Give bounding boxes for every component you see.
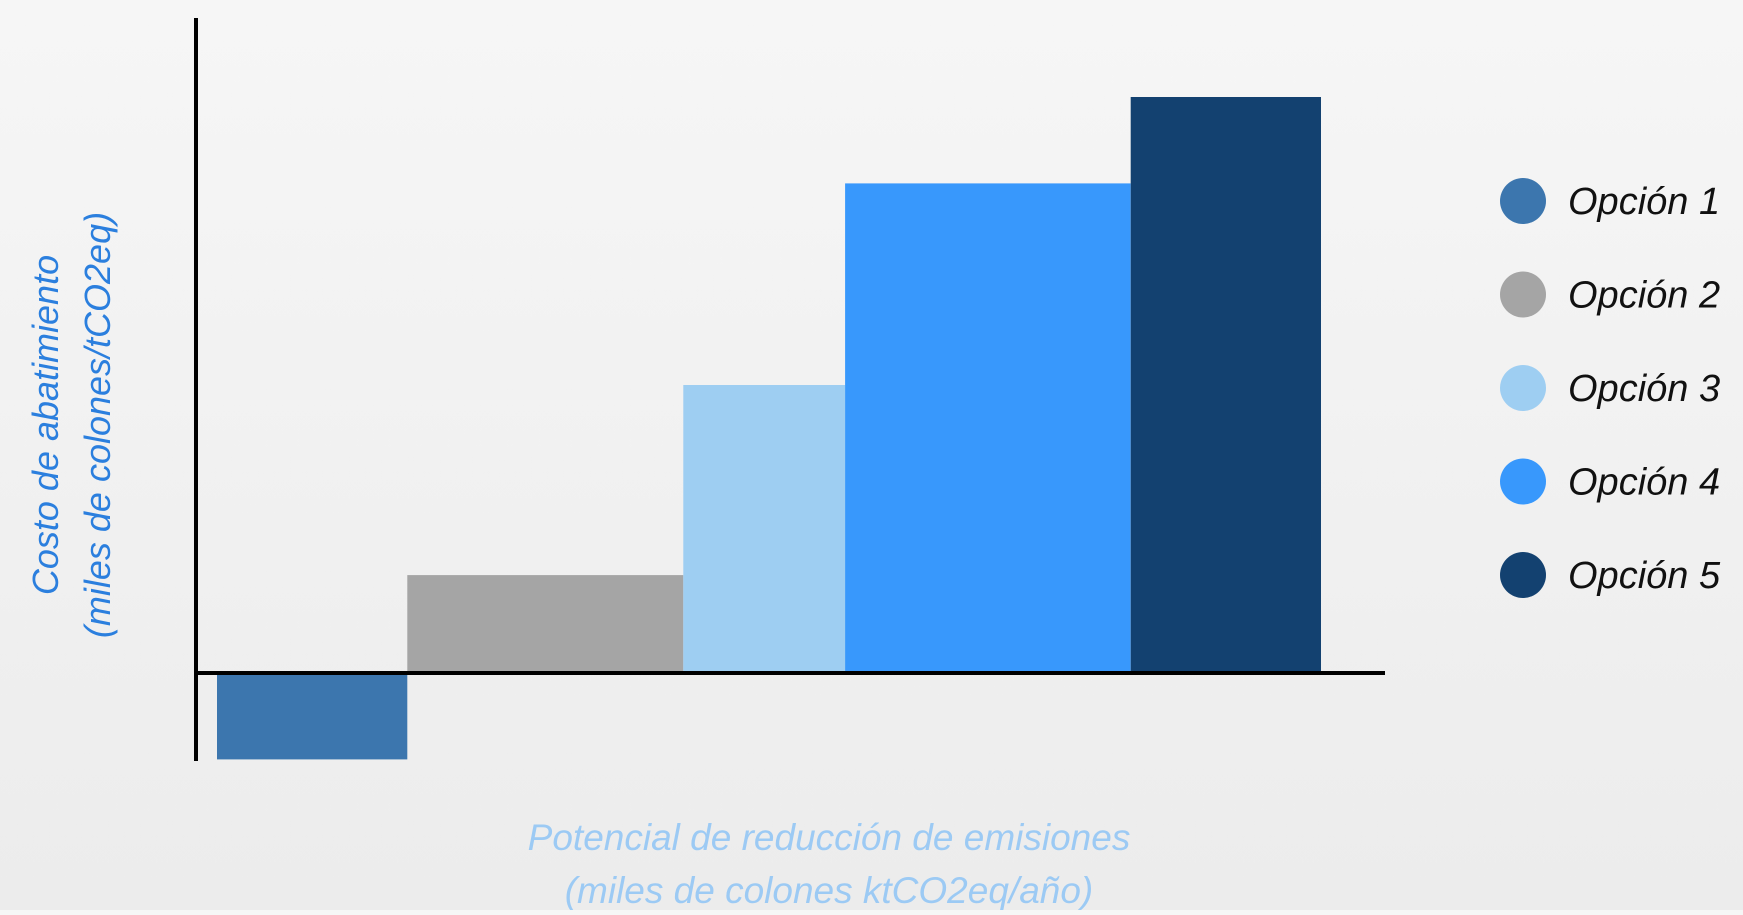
bar-opcion-1 — [217, 673, 408, 760]
legend-label-opcion-5: Opción 5 — [1568, 555, 1721, 597]
y-axis-label: Costo de abatimiento (miles de colones/t… — [25, 212, 118, 638]
legend-label-opcion-3: Opción 3 — [1568, 368, 1720, 410]
legend-marker-opcion-3 — [1500, 365, 1546, 411]
legend-marker-opcion-5 — [1500, 552, 1546, 598]
x-axis-label: Potencial de reducción de emisiones (mil… — [528, 817, 1131, 911]
y-axis-label-line-1: Costo de abatimiento — [25, 255, 66, 595]
bar-opcion-2 — [407, 575, 684, 673]
axes-layer — [194, 18, 1385, 761]
x-axis-label-line-1: Potencial de reducción de emisiones — [528, 817, 1131, 858]
legend-marker-opcion-1 — [1500, 178, 1546, 224]
bar-opcion-5 — [1130, 97, 1321, 673]
bar-opcion-3 — [683, 385, 846, 673]
legend-marker-opcion-2 — [1500, 271, 1546, 318]
y-axis-label-line-2: (miles de colones/tCO2eq) — [77, 212, 118, 638]
x-axis-label-line-2: (miles de colones ktCO2eq/año) — [565, 870, 1094, 910]
bars-layer — [217, 97, 1321, 760]
legend: Opción 1 Opción 2 Opción 3 Opción 4 Opción 5 — [1500, 178, 1721, 598]
legend-label-opcion-2: Opción 2 — [1568, 275, 1720, 317]
legend-label-opcion-4: Opción 4 — [1568, 462, 1720, 504]
legend-label-opcion-1: Opción 1 — [1568, 181, 1720, 223]
legend-marker-opcion-4 — [1500, 458, 1546, 505]
bar-opcion-4 — [845, 183, 1131, 673]
